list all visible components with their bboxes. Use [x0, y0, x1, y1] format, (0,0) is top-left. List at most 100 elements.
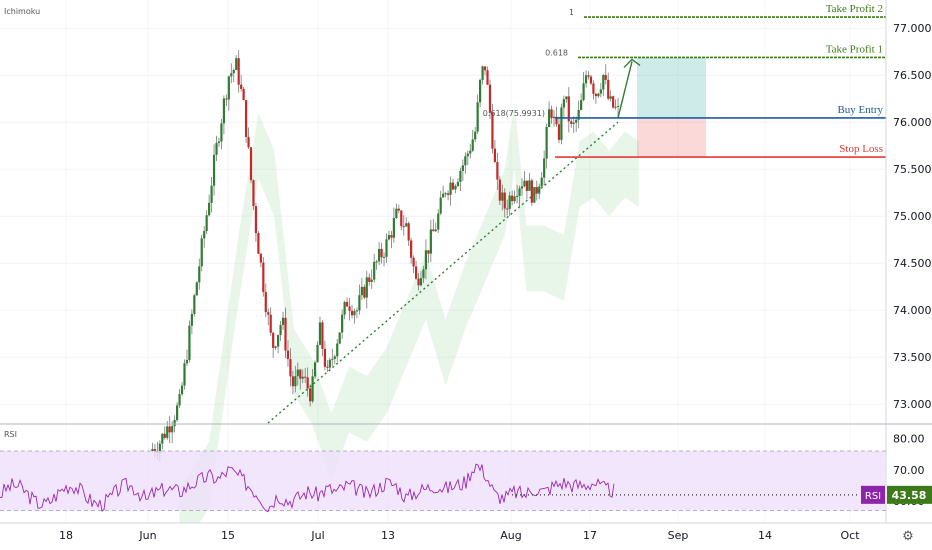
price-axis[interactable]: 77.000 76.500 76.000 75.500 75.000 74.500 74.0…: [885, 0, 932, 550]
time-tick-label: 13: [381, 529, 395, 542]
candle-down: [264, 291, 267, 313]
candle-up: [190, 313, 193, 326]
candle-up: [395, 208, 398, 219]
time-tick-label: 17: [583, 529, 597, 542]
candle-down: [557, 124, 561, 140]
candle-up: [609, 96, 612, 99]
candle-down: [309, 388, 312, 402]
candle-down: [306, 377, 309, 389]
gear-icon[interactable]: ⚙: [902, 528, 914, 543]
candle-down: [345, 301, 349, 307]
candle-up: [343, 301, 346, 315]
price-tick-label: 74.500: [893, 257, 932, 270]
candle-down: [491, 112, 494, 149]
level-name-buy-entry: Buy Entry: [837, 104, 883, 116]
candle-down: [252, 180, 255, 207]
candle-up: [523, 180, 526, 187]
time-axis[interactable]: 18 Jun 15 Jul 13 Aug 17 Sep 14 Oct ⚙: [0, 522, 932, 550]
candle-down: [237, 58, 240, 85]
candle-up: [538, 186, 541, 194]
candle-up: [547, 109, 551, 128]
candle-up: [331, 358, 334, 360]
candle-up: [501, 192, 504, 201]
candle-down: [259, 253, 262, 263]
candle-down: [446, 193, 450, 195]
time-tick-label: 14: [758, 529, 772, 542]
candle-up: [161, 433, 164, 444]
price-tick-label: 76.000: [893, 116, 932, 129]
candle-down: [451, 182, 455, 190]
candle-down: [427, 250, 430, 254]
candle-down: [257, 233, 260, 254]
rsi-tick-label: 70.00: [893, 464, 925, 477]
candle-up: [434, 229, 437, 232]
candle-down: [506, 208, 509, 210]
candle-up: [220, 123, 223, 142]
time-tick-label: Oct: [840, 529, 860, 542]
candle-up: [158, 443, 161, 453]
candle-up: [552, 116, 556, 119]
candle-down: [242, 88, 245, 101]
candle-up: [301, 376, 304, 379]
candle-up: [466, 153, 469, 157]
candle-up: [210, 185, 213, 203]
candle-up: [183, 363, 186, 386]
candle-up: [520, 186, 524, 189]
time-tick-label: 18: [59, 529, 73, 542]
candle-up: [373, 261, 376, 280]
candle-up: [203, 231, 206, 239]
candle-down: [496, 161, 499, 180]
rsi-value-box: [887, 485, 932, 504]
indicator-label-ichimoku: Ichimoku: [4, 7, 40, 16]
candle-up: [277, 334, 280, 347]
candle-up: [582, 83, 585, 101]
candle-down: [348, 306, 351, 311]
candle-down: [326, 366, 329, 368]
fib-label: 0.618(75.9931): [483, 109, 545, 118]
candle-down: [530, 180, 533, 203]
candle-up: [338, 332, 341, 344]
price-tick-label: 77.000: [893, 22, 932, 35]
trade-risk-reward-zone: [637, 57, 706, 158]
price-gridlines: [0, 27, 886, 405]
price-tick-label: 75.000: [893, 210, 932, 223]
candle-down: [262, 262, 265, 292]
time-tick-label: 15: [221, 529, 235, 542]
level-name-take-profit-1: Take Profit 1: [826, 43, 883, 55]
candle-down: [400, 210, 403, 227]
candle-up: [336, 343, 339, 357]
candle-down: [249, 147, 253, 181]
candle-up: [151, 449, 154, 452]
candle-down: [412, 257, 415, 267]
candle-up: [422, 269, 425, 279]
candle-down: [368, 277, 371, 282]
candle-down: [163, 433, 166, 438]
candle-up: [513, 196, 516, 202]
candle-up: [464, 156, 467, 166]
candle-up: [311, 376, 314, 402]
candle-up: [459, 171, 462, 182]
candle-down: [254, 206, 258, 234]
candle-up: [198, 266, 201, 283]
candle-up: [217, 141, 221, 143]
rsi-tag: [861, 485, 885, 504]
candle-up: [193, 295, 196, 314]
candle-down: [299, 369, 302, 379]
candle-up: [178, 394, 181, 406]
candle-down: [587, 75, 590, 77]
candle-down: [240, 84, 243, 89]
candle-up: [281, 317, 285, 326]
candle-up: [479, 79, 482, 103]
chart-drawings: [267, 58, 641, 424]
candle-up: [474, 131, 477, 140]
candle-down: [432, 229, 435, 232]
candle-down: [225, 98, 228, 100]
candle-down: [153, 449, 157, 452]
candle-up: [543, 158, 546, 178]
price-tick-label: 73.000: [893, 398, 932, 411]
time-tick-label: Sep: [668, 529, 689, 542]
candle-up: [602, 74, 605, 90]
candle-down: [612, 96, 615, 108]
price-tick-label: 76.500: [893, 69, 932, 82]
